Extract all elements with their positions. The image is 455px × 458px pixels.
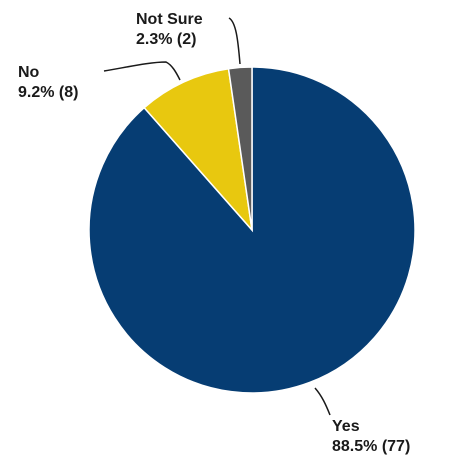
slice-value-not-sure: 2.3% (2) xyxy=(136,31,197,48)
pie-slice-yes xyxy=(88,66,416,394)
leader-line-not-sure xyxy=(228,17,241,65)
leader-line-yes xyxy=(314,387,331,416)
slice-name-no: No xyxy=(18,64,40,81)
leader-line-no xyxy=(103,61,181,81)
slice-value-no: 9.2% (8) xyxy=(18,84,79,101)
slice-name-yes: Yes xyxy=(332,418,360,435)
slice-label-not-sure: Not Sure 2.3% (2) xyxy=(136,10,203,50)
slice-label-yes: Yes 88.5% (77) xyxy=(332,417,410,457)
pie-slice-no xyxy=(143,67,254,233)
slice-label-no: No 9.2% (8) xyxy=(18,63,78,103)
pie-slice-not-sure xyxy=(227,66,253,231)
slice-value-yes: 88.5% (77) xyxy=(332,438,411,455)
slice-name-not-sure: Not Sure xyxy=(136,11,203,28)
